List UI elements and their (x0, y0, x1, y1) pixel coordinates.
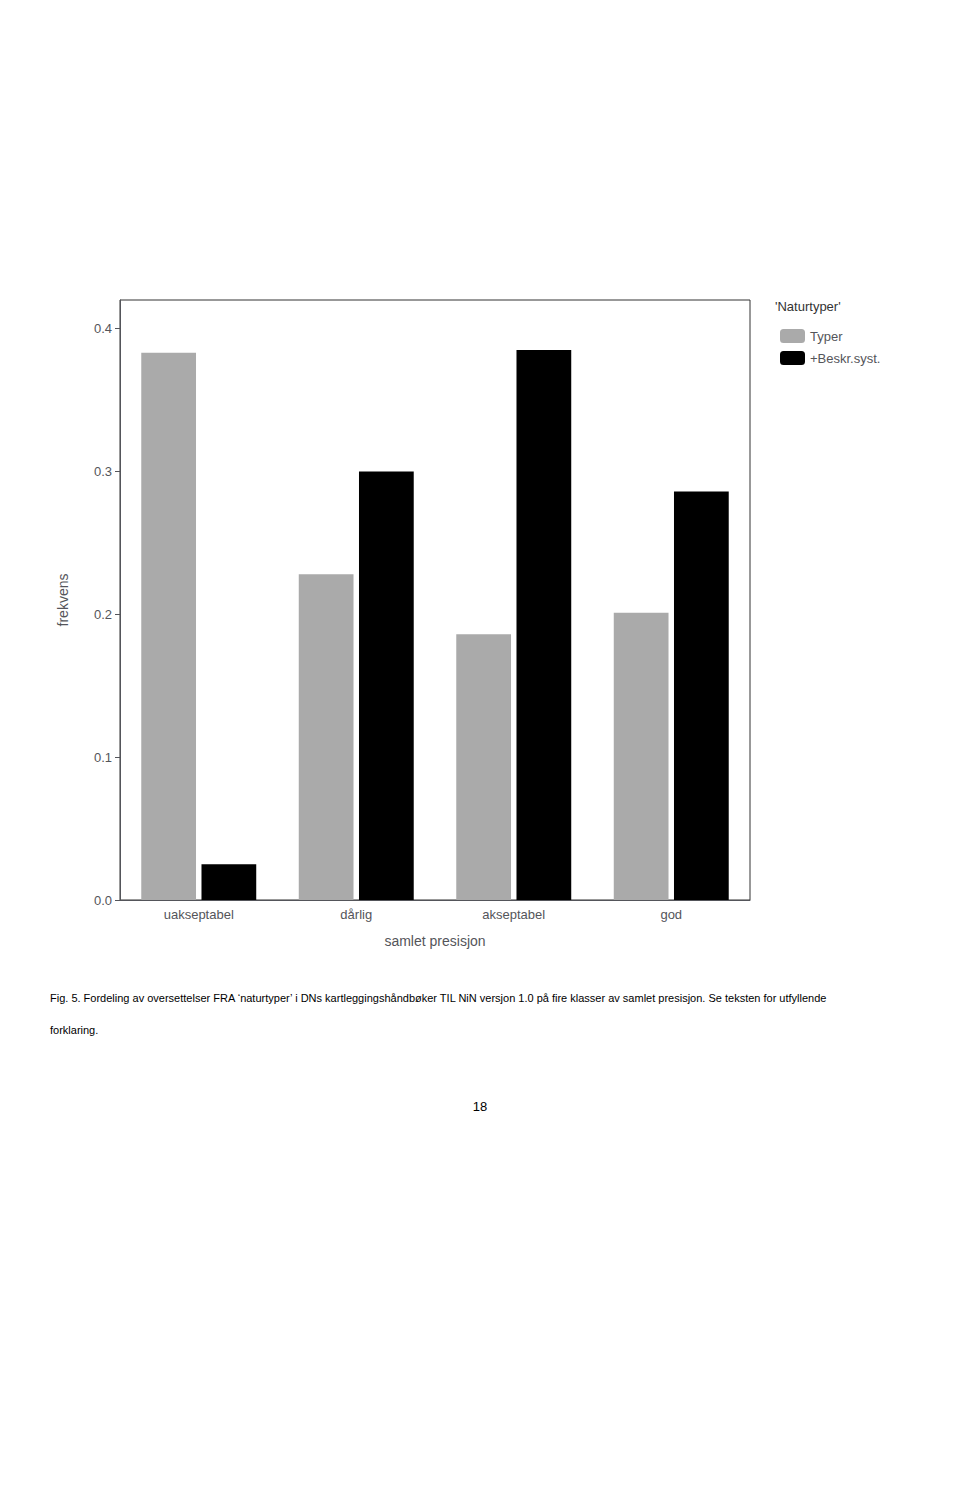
svg-text:frekvens: frekvens (55, 574, 71, 627)
svg-text:0.2: 0.2 (94, 607, 112, 622)
svg-text:0.3: 0.3 (94, 464, 112, 479)
svg-text:forklaring.: forklaring. (50, 1024, 98, 1036)
svg-text:Typer: Typer (810, 329, 843, 344)
svg-text:0.4: 0.4 (94, 321, 112, 336)
svg-text:akseptabel: akseptabel (482, 907, 545, 922)
svg-text:samlet presisjon: samlet presisjon (384, 933, 485, 949)
svg-text:god: god (660, 907, 682, 922)
svg-text:uakseptabel: uakseptabel (164, 907, 234, 922)
svg-text:0.0: 0.0 (94, 893, 112, 908)
svg-text:dårlig: dårlig (340, 907, 372, 922)
svg-text:0.1: 0.1 (94, 750, 112, 765)
svg-text:18: 18 (473, 1099, 487, 1114)
svg-text:Fig. 5. Fordeling av oversette: Fig. 5. Fordeling av oversettelser FRA ‘… (50, 992, 826, 1004)
svg-text:+Beskr.syst.: +Beskr.syst. (810, 351, 880, 366)
svg-text:'Naturtyper': 'Naturtyper' (775, 299, 841, 314)
